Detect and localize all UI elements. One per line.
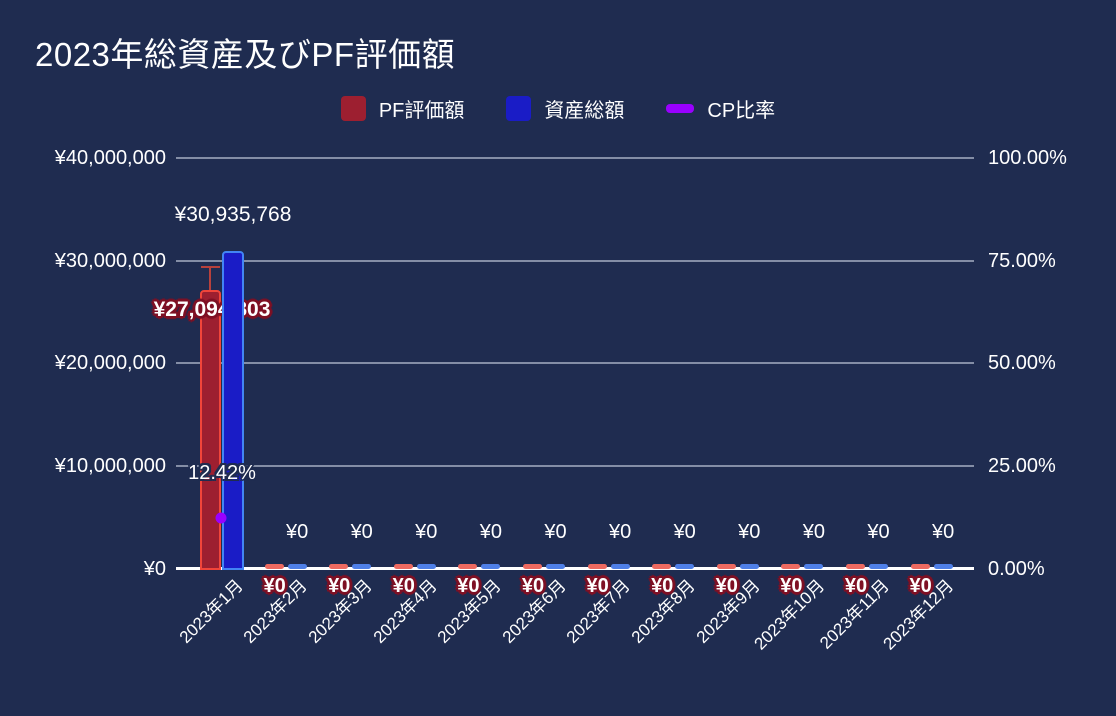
left-axis-tick-label: ¥10,000,000	[54, 454, 166, 477]
x-axis-line	[176, 567, 974, 570]
pf-bar-7[interactable]	[587, 564, 607, 569]
pf-bar-3[interactable]	[329, 564, 349, 569]
right-axis-tick-label: 100.00%	[988, 147, 1067, 169]
asset-bar-7[interactable]	[610, 564, 630, 569]
asset-value-label-10: ¥0	[802, 521, 826, 543]
asset-bar-10[interactable]	[804, 564, 824, 569]
asset-value-label-8: ¥0	[673, 521, 696, 543]
pf-value-label-3: ¥0	[328, 575, 351, 597]
pf-value-label-6: ¥0	[521, 575, 545, 597]
asset-value-label-1: ¥30,935,768	[174, 203, 292, 227]
legend-label-cp: CP比率	[707, 100, 776, 122]
pf-bar-1[interactable]	[199, 290, 221, 571]
pf-bar-5[interactable]	[458, 564, 478, 569]
whisker-line	[209, 265, 211, 291]
asset-value-label-7: ¥0	[608, 521, 632, 543]
gridline	[176, 362, 974, 365]
cp-ratio-point-1[interactable]	[215, 512, 227, 524]
pf-value-label-12: ¥0	[909, 575, 932, 597]
right-axis-tick-label: 75.00%	[988, 249, 1056, 272]
pf-bar-9[interactable]	[716, 564, 736, 569]
pf-value-label-7: ¥0	[586, 575, 609, 597]
pf-value-label-4: ¥0	[392, 575, 415, 597]
gridline	[176, 464, 974, 467]
asset-bar-1[interactable]	[221, 251, 244, 571]
asset-value-label-5: ¥0	[479, 521, 503, 543]
legend-label-asset: 資産総額	[544, 100, 625, 122]
legend-item-asset[interactable]: 資産総額	[506, 94, 624, 123]
left-axis-tick-label: ¥0	[143, 557, 166, 580]
pf-value-label-10: ¥0	[780, 575, 803, 597]
asset-value-label-6: ¥0	[544, 521, 567, 543]
right-axis-tick-label: 50.00%	[988, 352, 1056, 375]
cp-series-swatch-icon	[666, 104, 695, 113]
gridline	[176, 259, 974, 262]
asset-bar-8[interactable]	[675, 564, 695, 569]
asset-bar-3[interactable]	[352, 564, 372, 569]
right-axis-tick-label: 25.00%	[988, 454, 1056, 477]
pf-bar-10[interactable]	[781, 564, 801, 569]
asset-value-label-12: ¥0	[931, 521, 955, 543]
left-axis-tick-label: ¥20,000,000	[54, 352, 166, 375]
asset-bar-2[interactable]	[287, 564, 307, 569]
legend: PF評価額 資産総額 CP比率	[0, 94, 1116, 123]
left-axis-tick-label: ¥40,000,000	[54, 147, 166, 169]
gridline	[176, 157, 974, 159]
asset-series-swatch-icon	[506, 96, 532, 121]
asset-value-label-2: ¥0	[285, 521, 309, 543]
pf-bar-12[interactable]	[910, 564, 930, 569]
left-axis-tick-label: ¥30,000,000	[54, 249, 166, 272]
pf-bar-6[interactable]	[523, 564, 542, 569]
pf-bar-11[interactable]	[846, 564, 865, 569]
asset-value-label-3: ¥0	[350, 521, 373, 543]
pf-value-label-5: ¥0	[457, 575, 480, 597]
asset-value-label-4: ¥0	[415, 521, 438, 543]
asset-bar-9[interactable]	[739, 564, 759, 569]
asset-bar-11[interactable]	[869, 564, 888, 569]
asset-bar-4[interactable]	[416, 564, 436, 569]
asset-bar-5[interactable]	[481, 564, 501, 569]
cp-ratio-label-1: 12.42%	[188, 461, 256, 484]
pf-value-label-9: ¥0	[715, 575, 738, 597]
asset-value-label-11: ¥0	[867, 521, 890, 543]
pf-bar-2[interactable]	[264, 564, 284, 569]
legend-item-pf[interactable]: PF評価額	[340, 94, 465, 123]
legend-label-pf: PF評価額	[378, 100, 465, 122]
pf-bar-8[interactable]	[652, 564, 672, 569]
x-tick-label-1: 2023年1月	[175, 576, 247, 647]
pf-value-label-11: ¥0	[844, 575, 868, 597]
asset-value-label-9: ¥0	[738, 521, 761, 543]
pf-series-swatch-icon	[340, 96, 366, 121]
pf-value-label-1: ¥27,094,803	[153, 298, 271, 322]
right-axis-tick-label: 0.00%	[988, 557, 1045, 580]
legend-item-cp[interactable]: CP比率	[666, 94, 775, 123]
chart-title: 2023年総資産及びPF評価額	[35, 36, 456, 73]
pf-value-label-2: ¥0	[263, 575, 286, 597]
asset-bar-12[interactable]	[933, 564, 953, 569]
pf-bar-4[interactable]	[393, 564, 413, 569]
asset-bar-6[interactable]	[546, 564, 565, 569]
pf-value-label-8: ¥0	[651, 575, 674, 597]
